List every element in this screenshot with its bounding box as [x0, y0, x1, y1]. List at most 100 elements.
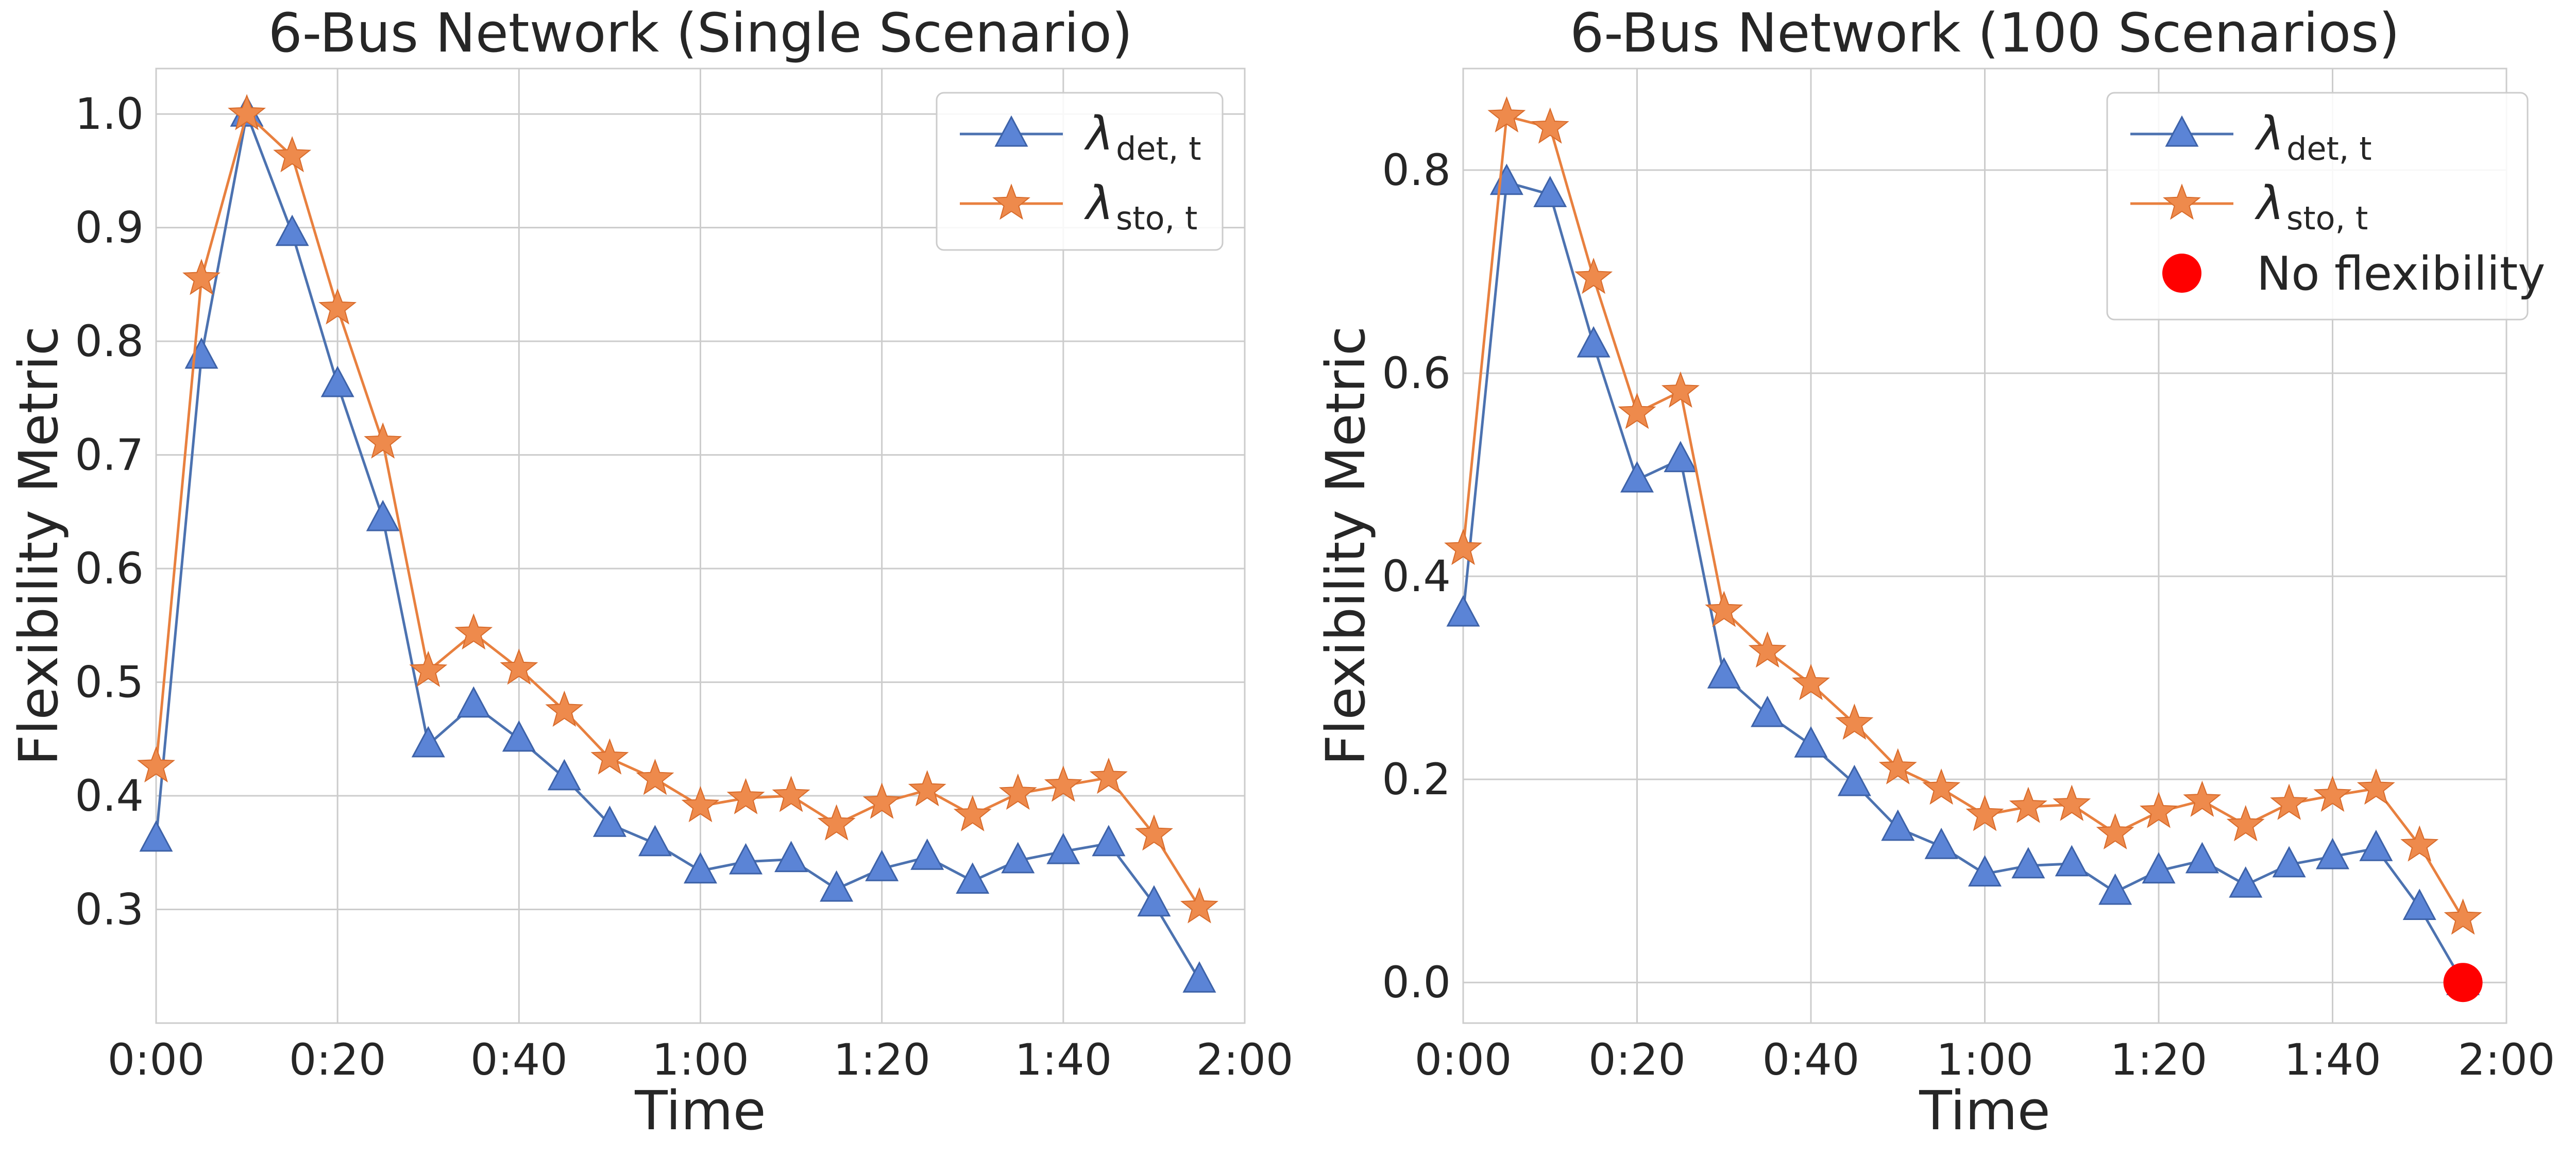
y-tick-label: 0.9 [75, 203, 144, 253]
data-point-triangle [366, 499, 400, 531]
chart-1: 0:00 0:20 0:40 1:00 1:20 1:40 2:00 0.3 0.4 0.5 0.6… [7, 2, 1293, 1142]
y-tick-label: 0.6 [75, 543, 144, 594]
data-point-star [364, 422, 402, 459]
x-tick-label: 0:00 [108, 1034, 205, 1085]
data-point-star [182, 259, 221, 295]
legend: λ det, tλ sto, t [936, 92, 1224, 251]
data-point-star [2444, 898, 2482, 935]
legend-marker-triangle [2165, 115, 2199, 147]
data-point-star [318, 288, 357, 325]
data-point-star [454, 613, 493, 650]
x-tick-label: 0:40 [1762, 1034, 1860, 1085]
data-point-triangle [1794, 726, 1828, 758]
y-tick-label: 0.8 [1382, 145, 1451, 195]
series-triangle [1446, 163, 2480, 995]
data-point-triangle [1881, 809, 1915, 841]
data-point-triangle [502, 720, 536, 752]
data-point-star [1487, 96, 1526, 133]
data-point-triangle [1533, 176, 1567, 207]
data-point-triangle [2185, 842, 2219, 874]
data-point-triangle [1837, 764, 1871, 796]
data-point-star [1044, 765, 1082, 802]
y-tick-label: 0.4 [1382, 551, 1451, 601]
data-point-star [1965, 795, 2004, 831]
data-point-triangle [774, 841, 808, 873]
x-tick-label: 0:00 [1415, 1034, 1512, 1085]
data-point-triangle [1001, 842, 1035, 874]
x-tick-label: 1:20 [2110, 1034, 2208, 1085]
y-tick-label: 0.2 [1382, 754, 1451, 805]
y-tick-label: 0.0 [1382, 957, 1451, 1008]
data-point-star [2270, 783, 2309, 820]
y-tick-label: 0.6 [1382, 348, 1451, 398]
data-point-triangle [139, 820, 173, 852]
data-point-star [1618, 393, 1656, 429]
y-tick-label: 0.8 [75, 316, 144, 366]
legend-label-subscript: sto, t [2286, 199, 2368, 237]
legend: λ det, tλ sto, t No flexibility [2106, 92, 2545, 321]
data-point-triangle [2098, 873, 2132, 905]
series-star [1444, 96, 2482, 935]
data-point-star [2009, 787, 2047, 823]
x-axis-label: Time [634, 1079, 766, 1142]
data-point-star [1878, 748, 1917, 784]
no-flexibility-point [2443, 963, 2483, 1002]
data-point-triangle [865, 849, 899, 881]
data-point-star [681, 786, 720, 823]
data-point-triangle [1137, 885, 1171, 917]
data-point-triangle [910, 838, 944, 870]
x-tick-label: 1:40 [2284, 1034, 2381, 1085]
data-point-triangle [1577, 326, 1611, 358]
series-star [137, 94, 1218, 924]
legend-label-subscript: sto, t [1116, 199, 1197, 237]
data-point-star [636, 759, 674, 795]
plot-frame [155, 68, 1246, 1024]
legend-marker-triangle [994, 115, 1028, 147]
legend-marker-star [992, 183, 1030, 220]
y-axis-label: Flexibility Metric [1314, 326, 1377, 766]
legend-label-symbol: λ [1084, 107, 1113, 161]
data-point-star [817, 804, 856, 841]
data-point-star [2053, 784, 2091, 821]
x-tick-label: 1:00 [1936, 1034, 2033, 1085]
data-point-star [2400, 825, 2439, 862]
legend-box [2106, 92, 2529, 321]
chart-2: 0:00 0:20 0:40 1:00 1:20 1:40 2:00 0.0 0.2 0.4 0.6… [1314, 2, 2555, 1142]
y-axis-label: Flexibility Metric [7, 326, 70, 766]
x-tick-label: 1:20 [833, 1034, 930, 1085]
data-point-triangle [1620, 461, 1654, 493]
data-point-triangle [2272, 846, 2306, 878]
y-tick-label: 0.3 [75, 884, 144, 935]
data-point-star [228, 94, 266, 130]
data-point-star [2313, 775, 2352, 812]
data-point-star [2096, 813, 2134, 850]
data-point-triangle [1664, 441, 1698, 473]
data-point-triangle [547, 759, 581, 791]
legend-label-symbol: λ [2255, 176, 2284, 230]
data-point-star [2183, 780, 2222, 817]
data-point-triangle [2402, 889, 2436, 920]
data-point-triangle [1182, 961, 1216, 993]
data-point-star [1574, 258, 1613, 294]
data-point-triangle [2142, 852, 2176, 884]
y-tick-label: 0.4 [75, 771, 144, 821]
data-point-star [1922, 768, 1961, 805]
x-tick-label: 0:40 [470, 1034, 568, 1085]
data-point-triangle [456, 686, 490, 718]
x-tick-label: 0:20 [1588, 1034, 1686, 1085]
data-point-triangle [820, 870, 854, 902]
data-point-star [1180, 887, 1218, 924]
x-tick-label: 2:00 [1196, 1034, 1294, 1085]
data-point-triangle [956, 862, 990, 894]
legend-marker-star [2163, 183, 2201, 220]
data-point-star [545, 690, 584, 727]
x-tick-label: 1:00 [652, 1034, 749, 1085]
data-point-triangle [2359, 829, 2393, 861]
data-point-star [1134, 814, 1173, 851]
chart-title: 6-Bus Network (100 Scenarios) [1570, 2, 2400, 64]
data-point-star [908, 770, 946, 807]
legend-marker-circle [2162, 254, 2201, 293]
data-point-triangle [592, 805, 626, 837]
data-point-star [998, 773, 1037, 810]
